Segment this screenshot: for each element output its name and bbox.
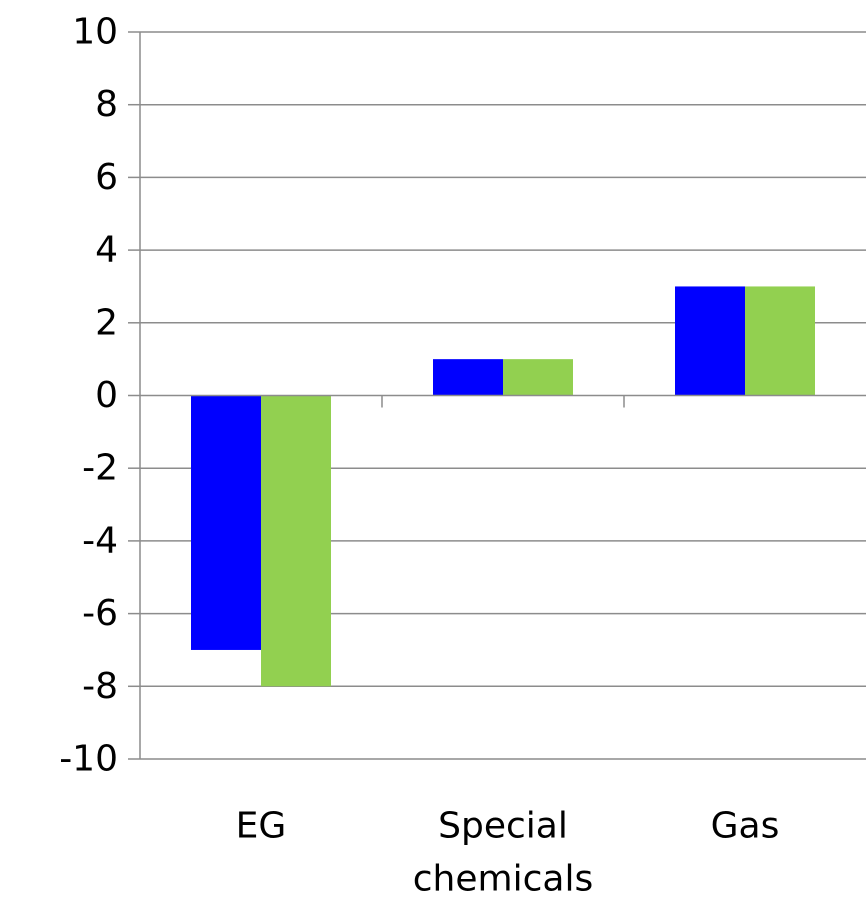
bar-series-1-2 (675, 286, 745, 396)
y-tick-label: -10 (59, 739, 118, 780)
y-tick-labels: 10 8 6 4 2 0 -2 -4 -6 -8 -10 (59, 12, 118, 780)
category-label: Gas (711, 806, 780, 847)
y-tick-label: -6 (82, 593, 118, 634)
y-tick-label: 10 (72, 12, 118, 53)
axes (128, 31, 866, 760)
bar-series-2-2 (745, 286, 815, 396)
y-tick-label: -4 (82, 520, 118, 561)
bars (191, 286, 815, 687)
bar-series-1-0 (191, 395, 261, 650)
bar-series-2-0 (261, 395, 331, 687)
category-labels: EG Special chemicals Gas (236, 806, 780, 900)
y-tick-label: -2 (82, 448, 118, 489)
y-tick-label: 0 (95, 375, 118, 416)
y-tick-label: -8 (82, 666, 118, 707)
y-tick-label: 2 (95, 302, 118, 343)
bar-series-1-1 (433, 359, 503, 396)
y-tick-label: 8 (95, 84, 118, 125)
category-label: chemicals (413, 859, 593, 900)
category-label: Special (438, 806, 568, 847)
category-label: EG (236, 806, 287, 847)
bar-series-2-1 (503, 359, 573, 396)
y-tick-label: 6 (95, 157, 118, 198)
y-tick-label: 4 (95, 230, 118, 271)
